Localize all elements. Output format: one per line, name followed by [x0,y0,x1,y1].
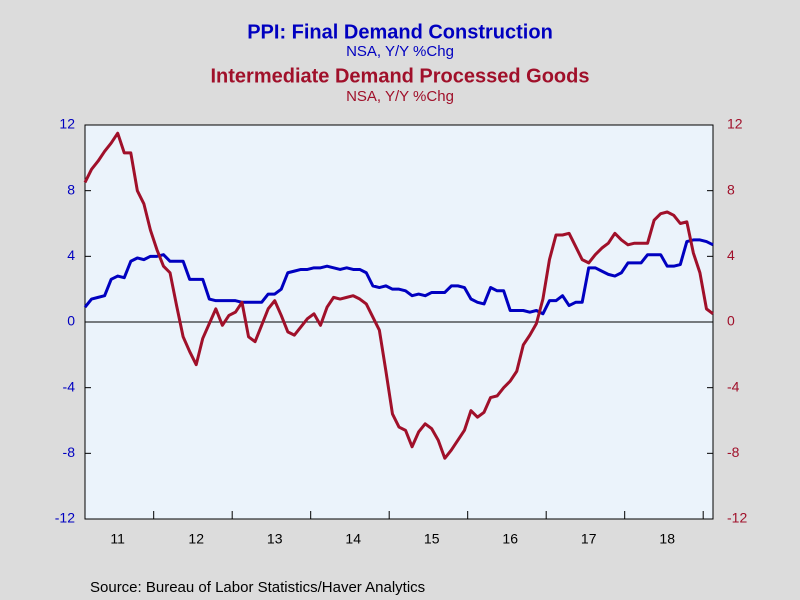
x-tick-label: 15 [424,531,440,547]
series-title: PPI: Final Demand Construction [247,21,553,43]
y2-tick-label: -12 [727,510,747,526]
x-tick-label: 18 [659,531,675,547]
y2-tick-label: 0 [727,313,735,329]
y-tick-label: 4 [67,247,75,263]
series-title: Intermediate Demand Processed Goods [210,65,589,87]
x-tick-label: 11 [110,531,125,547]
y2-tick-label: 4 [727,247,735,263]
x-tick-label: 17 [581,531,597,547]
y-tick-label: 0 [67,313,75,329]
y2-tick-label: 12 [727,116,743,132]
y-tick-label: -8 [63,444,76,460]
y-tick-label: -4 [63,378,76,394]
x-tick-label: 13 [267,531,283,547]
series-line [83,238,714,316]
series-subtitle: NSA, Y/Y %Chg [346,43,454,60]
y2-tick-label: 8 [727,181,735,197]
series-subtitle: NSA, Y/Y %Chg [346,88,454,105]
y2-tick-label: -4 [727,378,740,394]
y-tick-label: 8 [67,181,75,197]
x-tick-label: 14 [345,531,361,547]
source: Source: Bureau of Labor Statistics/Haver… [90,579,425,596]
y-tick-label: 12 [59,116,75,132]
x-tick-label: 12 [188,531,204,547]
x-tick-label: 16 [502,531,518,547]
y2-tick-label: -8 [727,444,740,460]
y-tick-label: -12 [55,510,75,526]
series-line [83,131,714,460]
